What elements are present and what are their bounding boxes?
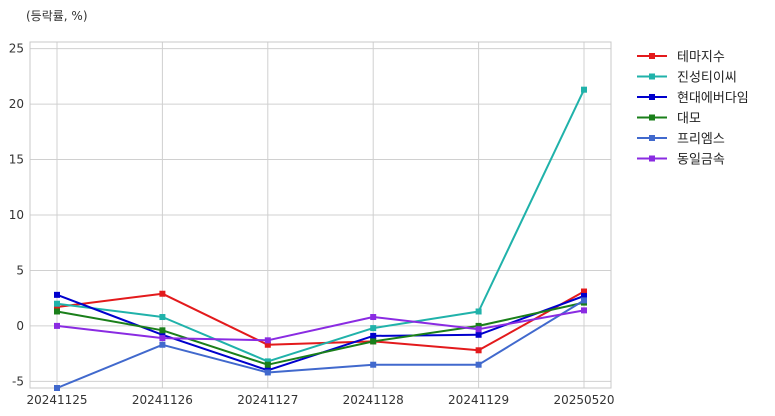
data-point (54, 308, 60, 315)
legend-marker (649, 73, 655, 80)
data-point (475, 347, 482, 354)
series-6 (54, 307, 587, 344)
series-line (56, 293, 585, 372)
series-layer (54, 86, 587, 391)
data-point (475, 326, 482, 333)
x-tick-label: 20241125 (26, 393, 87, 407)
legend-label: 프리엠스 (677, 132, 725, 147)
x-tick-label: 20241128 (343, 393, 404, 407)
legend-item: 테마지수 (637, 50, 725, 65)
data-point (159, 331, 166, 338)
data-point (159, 341, 166, 348)
y-tick-label: 0 (16, 319, 24, 333)
legend-item: 진성티이씨 (637, 71, 737, 86)
data-point (581, 292, 587, 299)
data-point (581, 297, 587, 304)
data-point (54, 300, 60, 307)
data-point (370, 338, 377, 345)
data-point (159, 335, 166, 342)
data-point (159, 327, 166, 334)
y-tick-label: 5 (16, 263, 24, 277)
legend-marker (649, 53, 655, 59)
data-point (54, 322, 60, 329)
series-2 (54, 86, 587, 365)
legend-label: 동일금속 (677, 153, 725, 168)
data-point (370, 325, 377, 332)
x-tick-label: 20241129 (448, 393, 509, 407)
data-point (370, 332, 377, 339)
legend-marker (649, 135, 655, 141)
legend-marker (649, 155, 655, 162)
plot-frame (29, 41, 612, 389)
grid (30, 42, 611, 388)
legend-label: 현대에버다임 (677, 91, 749, 106)
data-point (54, 385, 60, 391)
series-line (56, 290, 585, 352)
y-tick-label: 15 (9, 153, 24, 167)
data-point (54, 304, 60, 311)
x-tick-label: 20250520 (553, 393, 614, 407)
data-point (581, 307, 587, 314)
series-line (56, 301, 585, 366)
y-tick-label: -5 (12, 374, 24, 388)
data-point (581, 288, 587, 295)
data-point (54, 291, 60, 298)
series-1 (54, 288, 587, 354)
data-point (475, 322, 482, 329)
data-point (159, 290, 166, 297)
data-point (475, 331, 482, 338)
legend-item: 동일금속 (637, 153, 725, 168)
series-3 (54, 291, 587, 374)
y-tick-label: 25 (9, 42, 24, 56)
data-point (264, 369, 271, 376)
data-point (159, 314, 166, 321)
y-tick-label: 20 (9, 97, 24, 111)
data-point (264, 361, 271, 368)
legend-label: 진성티이씨 (677, 71, 737, 86)
legend-label: 대모 (677, 112, 701, 127)
legend-marker (649, 94, 655, 100)
legend-label: 테마지수 (677, 50, 725, 65)
legend-marker (649, 114, 655, 121)
data-point (370, 361, 377, 368)
x-tick-label: 20241126 (132, 393, 193, 407)
x-tick-label: 20241127 (237, 393, 298, 407)
unit-label: (등락률, %) (26, 9, 88, 23)
data-point (581, 86, 587, 93)
data-point (264, 341, 271, 348)
data-point (475, 308, 482, 315)
series-5 (54, 297, 587, 391)
y-tick-label: 10 (9, 208, 24, 222)
series-line (56, 89, 585, 363)
data-point (264, 337, 271, 344)
series-line (56, 309, 585, 342)
data-point (264, 358, 271, 365)
data-point (475, 361, 482, 368)
data-point (370, 314, 377, 321)
series-line (56, 299, 585, 389)
legend-item: 현대에버다임 (637, 91, 749, 106)
axes: -5 0 5 10 15 20 25 20241125 20241126 20241127 2024… (9, 41, 615, 407)
legend-item: 프리엠스 (637, 132, 725, 147)
legend-item: 대모 (637, 112, 701, 127)
